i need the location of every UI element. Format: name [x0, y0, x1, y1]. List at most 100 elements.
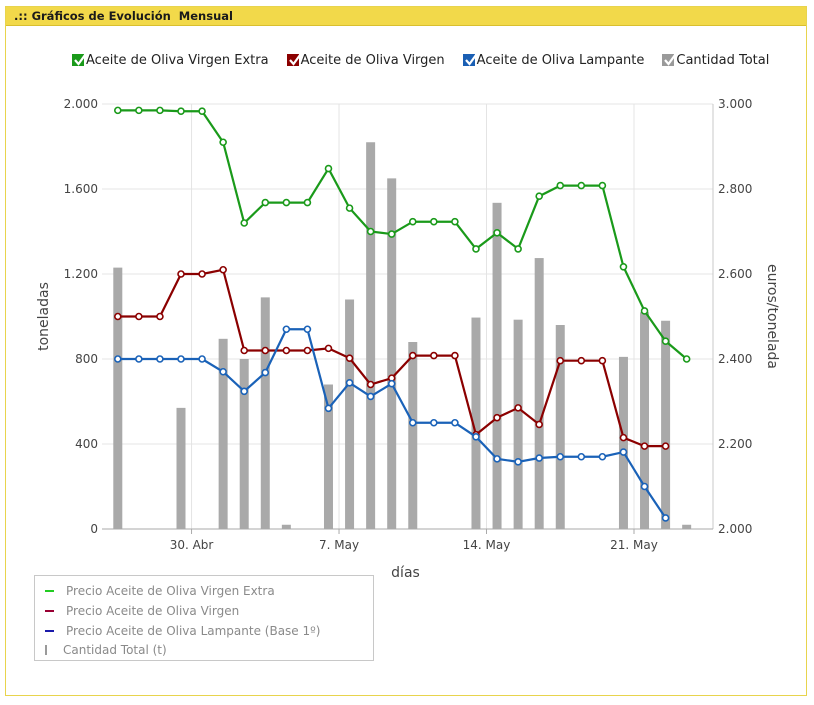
series-point [661, 337, 670, 345]
series-point [661, 514, 670, 522]
checkbox-icon[interactable] [286, 54, 301, 66]
legend-entry-virgen: Precio Aceite de Oliva Virgen [45, 604, 239, 618]
series-point [619, 448, 628, 456]
legend-entry-cantidad: Cantidad Total (t) [42, 643, 167, 657]
bar [176, 407, 186, 529]
series-point [598, 452, 607, 461]
left-tick-label: 0 [90, 522, 98, 536]
series-point [261, 346, 270, 355]
series-point [619, 433, 628, 442]
x-tick-label: 21. May [610, 538, 658, 552]
series-point [661, 442, 670, 450]
series-point [640, 482, 649, 491]
series-point [535, 420, 543, 429]
series-point [408, 351, 417, 360]
bar [408, 342, 418, 529]
bar [323, 384, 333, 529]
series-point [177, 107, 185, 116]
series-point [493, 455, 501, 463]
toggle-label: Aceite de Oliva Virgen Extra [86, 52, 269, 68]
series-point [514, 245, 522, 253]
series-point [156, 106, 164, 115]
bar [555, 325, 565, 529]
series-point [556, 452, 565, 461]
toggle-lampante[interactable]: Aceite de Oliva Lampante [462, 50, 644, 70]
right-tick-label: 2.600 [718, 267, 752, 281]
series-point [303, 198, 312, 207]
series-point [556, 356, 565, 365]
bar [239, 359, 249, 529]
series-point [114, 312, 122, 321]
series-point [324, 164, 333, 173]
toggle-virgen[interactable]: Aceite de Oliva Virgen [286, 50, 445, 70]
toggle-virgen-extra[interactable]: Aceite de Oliva Virgen Extra [72, 50, 269, 70]
series-point [198, 107, 206, 116]
series-point [472, 245, 480, 253]
bar [471, 317, 481, 529]
checkbox-icon[interactable] [72, 54, 86, 66]
series-legend: Precio Aceite de Oliva Virgen Extra Prec… [34, 575, 374, 661]
chart-svg: 0 400 800 1.200 1.600 2.000 2.000 2.200 2.400 2.6… [36, 97, 780, 580]
series-point [135, 355, 143, 363]
left-tick-label: 400 [75, 437, 98, 451]
bar [366, 142, 376, 529]
right-tick-label: 2.800 [718, 182, 752, 196]
series-point [430, 418, 438, 427]
series-point [240, 219, 249, 227]
series-point [345, 354, 354, 362]
series-point [387, 379, 396, 388]
series-point [240, 346, 249, 355]
series-point [261, 368, 270, 377]
series-point [408, 418, 417, 427]
bar [281, 524, 291, 529]
series-point [577, 356, 586, 365]
legend-entry-virgen-extra: Precio Aceite de Oliva Virgen Extra [45, 584, 275, 598]
legend-swatch [45, 590, 54, 592]
series-point [430, 217, 438, 226]
series-point [324, 344, 333, 353]
legend-swatch [45, 630, 54, 632]
toggle-label: Cantidad Total [676, 52, 770, 68]
left-axis-title: toneladas [36, 282, 52, 351]
bar [534, 258, 544, 529]
series-point [219, 138, 227, 147]
left-tick-label: 1.600 [64, 182, 98, 196]
series-point [640, 307, 649, 315]
bar [387, 178, 397, 529]
series-point [114, 106, 122, 115]
left-tick-label: 1.200 [64, 267, 98, 281]
series-point [619, 262, 628, 271]
series-point [156, 355, 164, 363]
left-tick-label: 800 [75, 352, 98, 366]
bar [345, 299, 355, 529]
checkbox-icon[interactable] [462, 54, 477, 66]
toggle-cantidad-total[interactable]: Cantidad Total [662, 50, 769, 70]
legend-entry-lampante: Precio Aceite de Oliva Lampante (Base 1º… [45, 624, 320, 638]
series-point [451, 418, 459, 427]
series-line [117, 109, 688, 360]
series-point [345, 204, 354, 212]
series-point [640, 442, 649, 450]
checkbox-icon[interactable] [662, 54, 677, 66]
series-point [556, 181, 565, 190]
series-point [366, 392, 375, 401]
right-tick-label: 2.400 [718, 352, 752, 366]
right-tick-label: 3.000 [718, 97, 752, 111]
series-point [303, 346, 312, 355]
legend-label: Precio Aceite de Oliva Lampante (Base 1º… [66, 624, 321, 638]
legend-label: Precio Aceite de Oliva Virgen Extra [66, 584, 275, 598]
x-tick-label: 30. Abr [170, 538, 214, 552]
series-point [430, 351, 438, 360]
series-point [177, 355, 185, 363]
bar [260, 297, 270, 529]
legend-label: Cantidad Total (t) [63, 643, 167, 657]
legend-swatch [45, 610, 54, 612]
series-point [198, 270, 206, 278]
series-point [408, 217, 417, 226]
series-point [682, 355, 691, 363]
series-point [493, 228, 501, 237]
series-point [493, 413, 501, 422]
x-axis-title: días [391, 565, 420, 580]
series-point [535, 192, 543, 201]
series-point [366, 380, 375, 389]
